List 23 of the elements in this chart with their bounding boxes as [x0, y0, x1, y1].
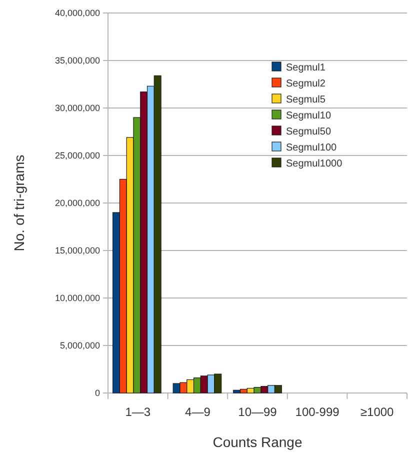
x-tick-label: 1—3: [125, 405, 151, 419]
y-tick-label: 25,000,000: [54, 150, 100, 160]
legend-label: Segmul1: [286, 62, 326, 74]
y-axis-title: No. of tri-grams: [11, 154, 27, 252]
x-tick-label: 100-999: [295, 405, 340, 419]
y-tick-label: 30,000,000: [54, 102, 100, 113]
legend-label: Segmul50: [286, 126, 332, 138]
y-tick-label: 20,000,000: [54, 198, 100, 208]
legend-label: Segmul1000: [286, 158, 343, 170]
x-tick-label: ≥1000: [360, 405, 394, 419]
y-tick-label: 5,000,000: [60, 340, 100, 350]
x-axis-title: Counts Range: [212, 434, 302, 450]
legend-label: Segmul10: [286, 110, 332, 122]
legend-label: Segmul2: [286, 78, 326, 90]
y-tick-label: 35,000,000: [54, 55, 100, 66]
x-tick-label: 4—9: [185, 405, 211, 419]
y-tick-label: 10,000,000: [54, 292, 100, 303]
legend-label: Segmul100: [286, 142, 338, 154]
y-tick-label: 15,000,000: [54, 245, 100, 256]
y-tick-label: 40,000,000: [54, 8, 100, 18]
legend-label: Segmul5: [286, 94, 326, 106]
y-tick-label: 0: [94, 388, 100, 398]
x-tick-label: 10—99: [238, 405, 278, 419]
